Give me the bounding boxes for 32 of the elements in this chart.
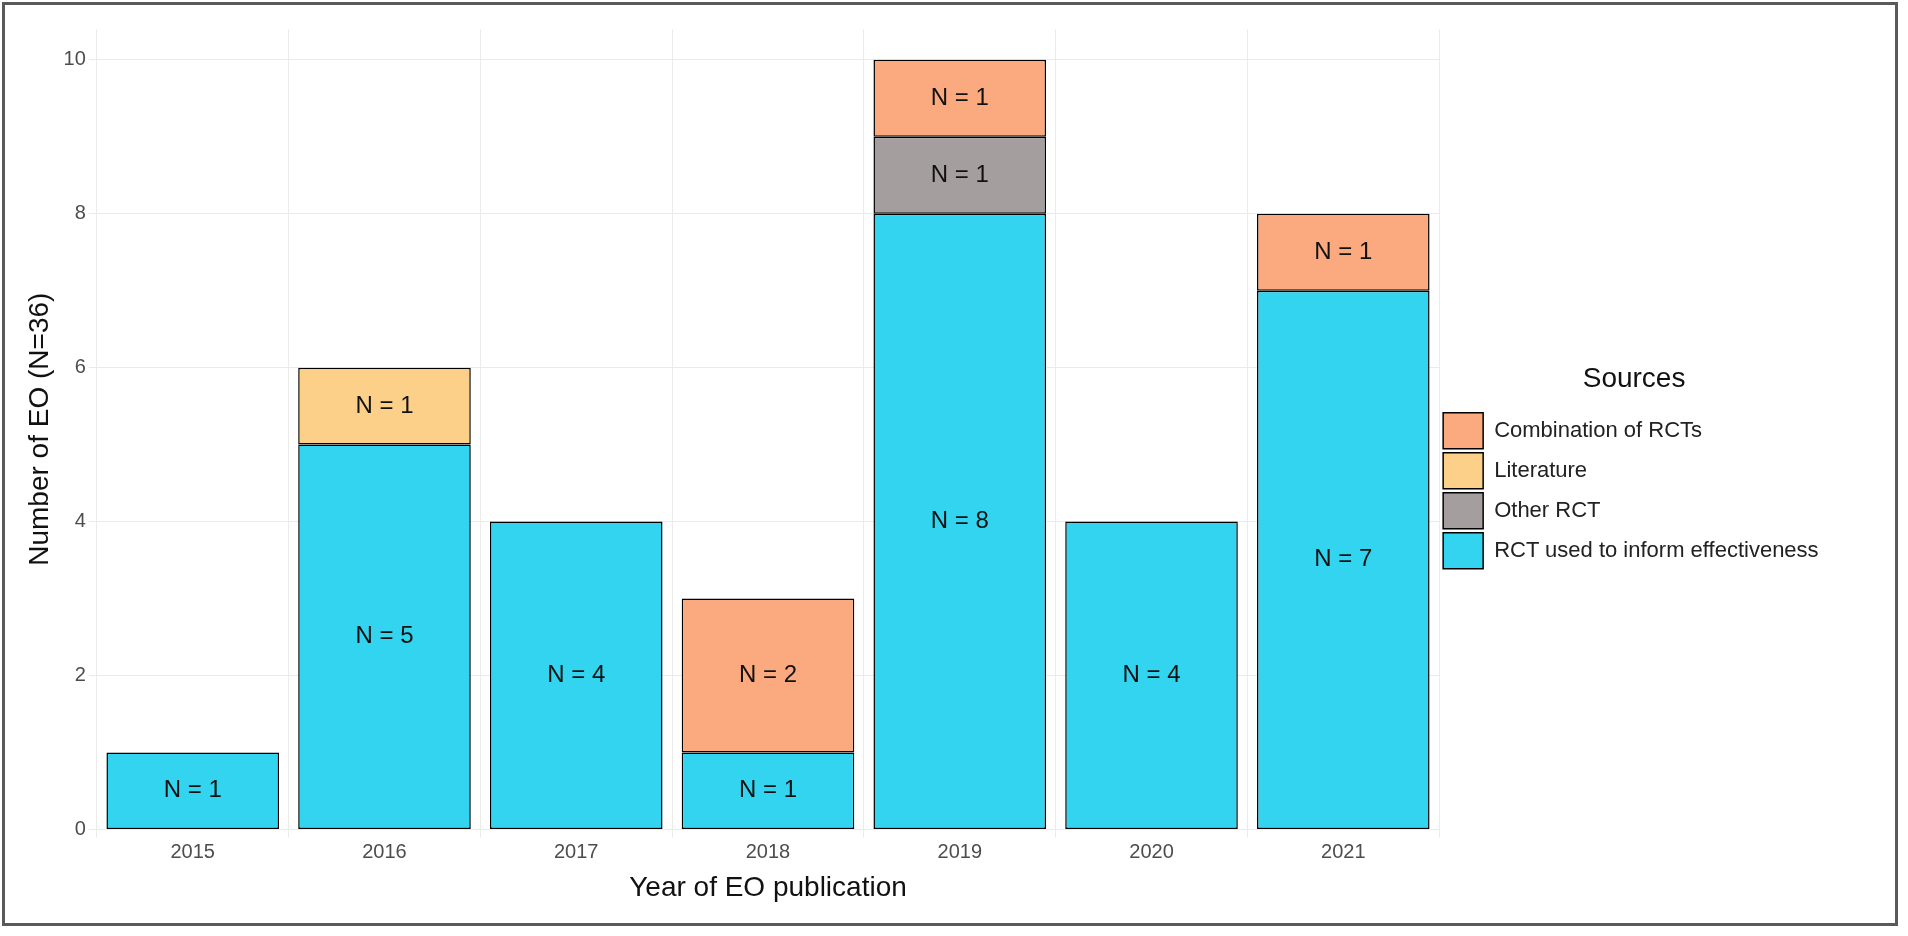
x-tick-label: 2017 xyxy=(553,839,599,862)
y-tick-label: 6 xyxy=(74,355,86,378)
x-tick-label: 2021 xyxy=(1321,839,1366,862)
data-label: N = 5 xyxy=(355,621,414,649)
data-label: N = 7 xyxy=(1314,544,1373,572)
y-tick-label: 10 xyxy=(63,47,86,70)
x-tick-label: 2019 xyxy=(937,839,983,862)
x-tick-label: 2016 xyxy=(362,839,407,862)
data-label: N = 1 xyxy=(1314,236,1373,264)
data-label: N = 1 xyxy=(930,159,989,187)
x-tick-label: 2015 xyxy=(170,839,215,862)
x-tick-label: 2018 xyxy=(745,839,791,862)
legend-label: Literature xyxy=(1494,456,1588,482)
y-tick-label: 2 xyxy=(74,662,86,685)
data-label: N = 1 xyxy=(163,775,222,803)
x-axis-title: Year of EO publication xyxy=(629,870,907,902)
data-label: N = 4 xyxy=(1122,659,1181,687)
y-tick-label: 0 xyxy=(74,816,86,839)
data-label: N = 2 xyxy=(738,660,798,688)
legend-label: Combination of RCTs xyxy=(1494,416,1703,442)
data-label: N = 8 xyxy=(930,505,989,533)
data-label: N = 1 xyxy=(930,82,989,110)
legend-title: Sources xyxy=(1582,361,1686,393)
data-label: N = 4 xyxy=(547,659,606,687)
y-tick-label: 4 xyxy=(74,509,86,532)
legend-label: Other RCT xyxy=(1494,496,1601,522)
legend-label: RCT used to inform effectiveness xyxy=(1494,536,1819,562)
y-axis-title: Number of EO (N=36) xyxy=(22,292,54,566)
data-label: N = 1 xyxy=(738,775,798,803)
x-tick-label: 2020 xyxy=(1129,839,1174,862)
data-label: N = 1 xyxy=(355,390,414,418)
y-tick-label: 8 xyxy=(74,201,86,224)
